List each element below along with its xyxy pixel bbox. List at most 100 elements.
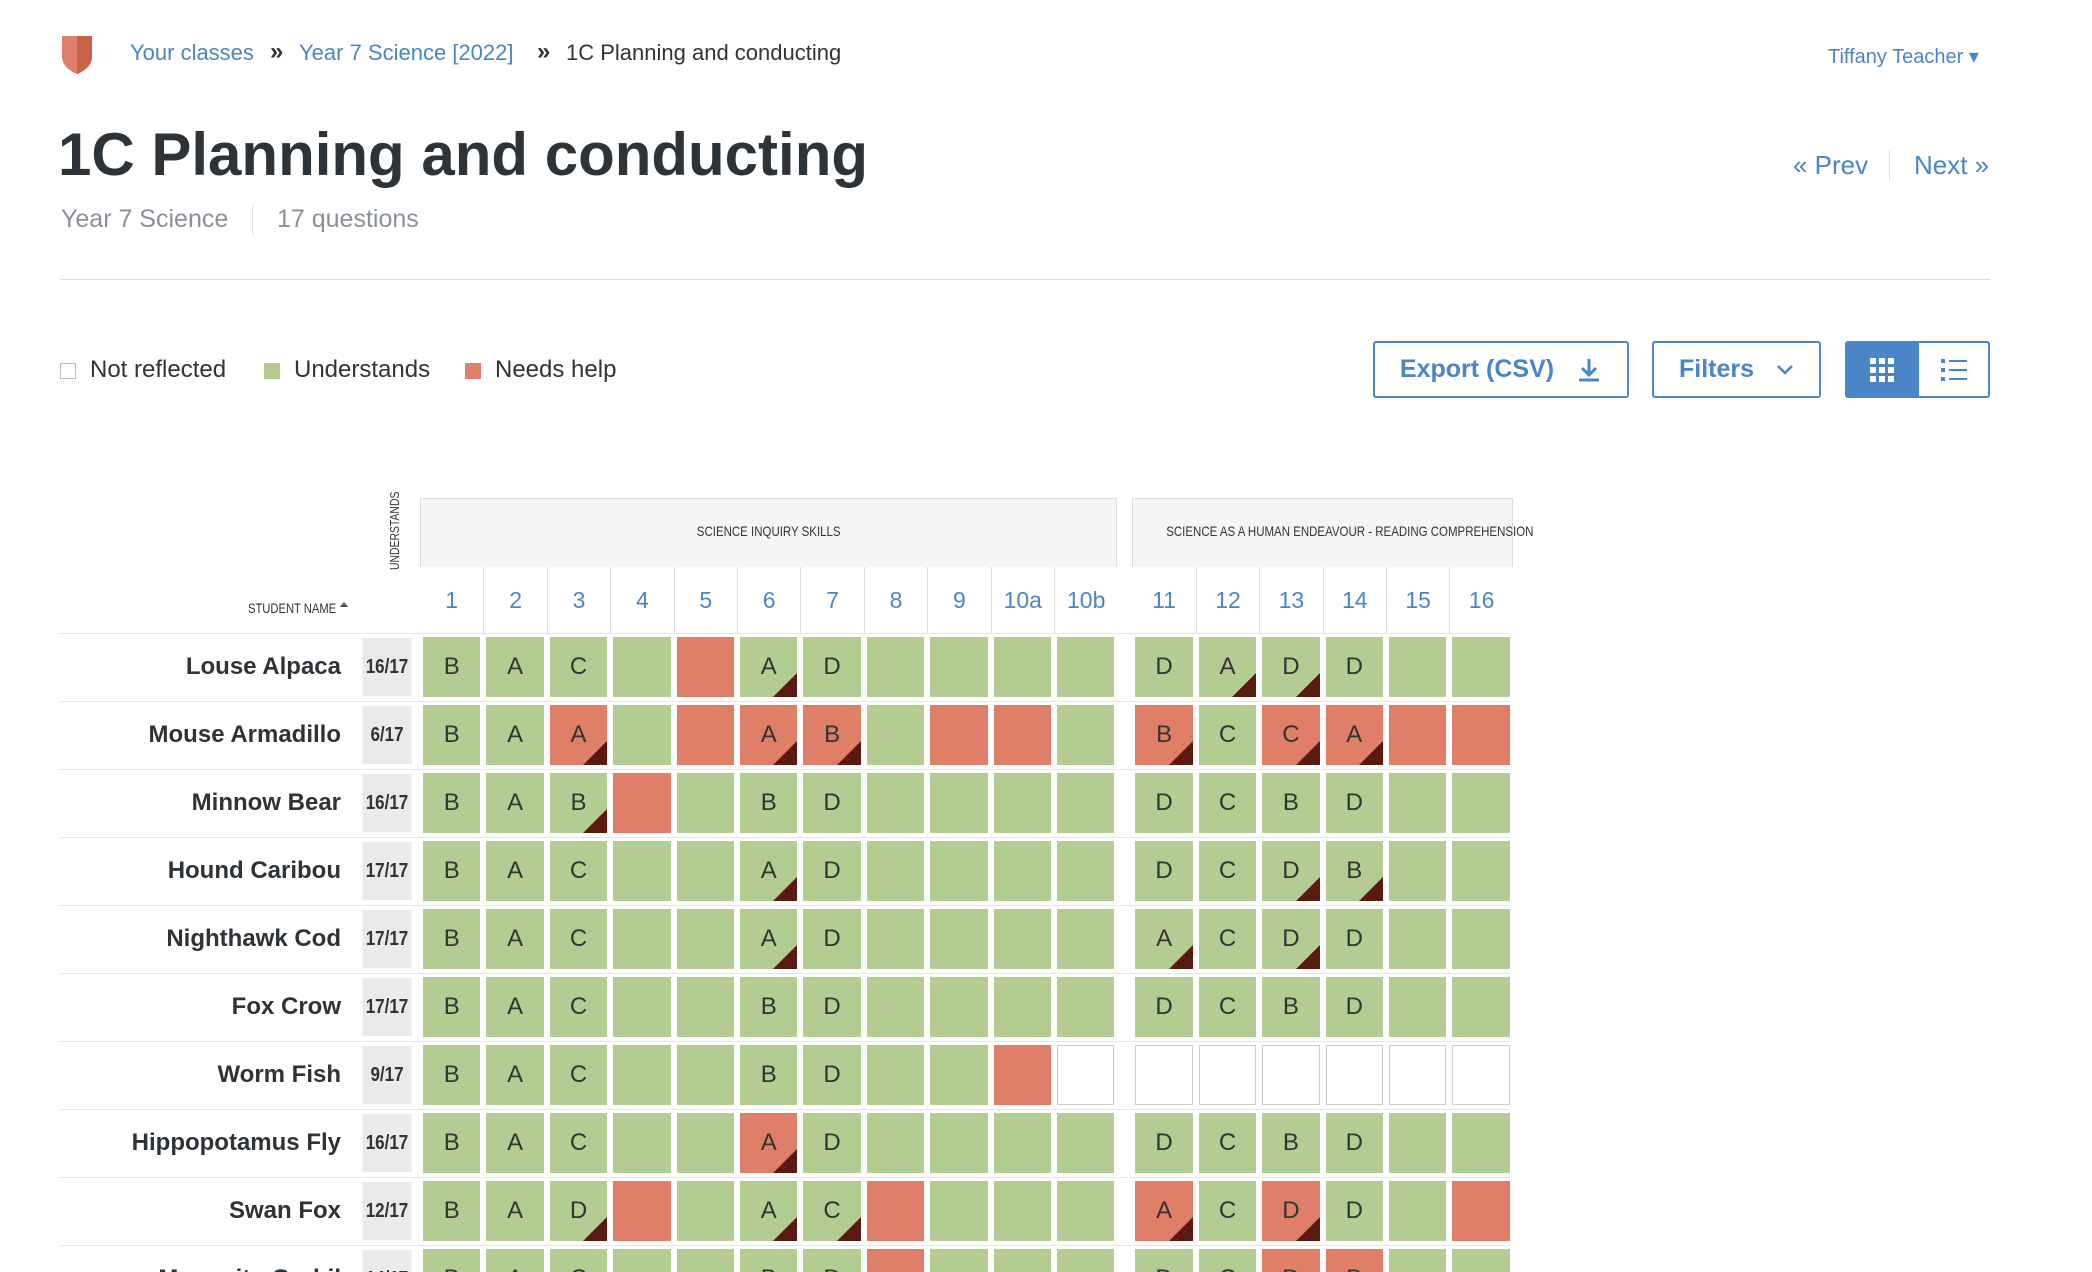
answer-cell[interactable]: C bbox=[549, 1113, 608, 1173]
answer-cell[interactable]: A bbox=[1135, 909, 1193, 969]
question-number[interactable]: 4 bbox=[610, 567, 674, 633]
answer-cell[interactable] bbox=[930, 705, 988, 765]
answer-cell[interactable] bbox=[1389, 977, 1447, 1037]
answer-cell[interactable]: D bbox=[803, 841, 861, 901]
question-number[interactable]: 10a bbox=[990, 567, 1054, 633]
answer-cell[interactable]: A bbox=[486, 909, 544, 969]
answer-cell[interactable]: C bbox=[1262, 705, 1320, 765]
answer-cell[interactable] bbox=[1389, 1249, 1447, 1272]
answer-cell[interactable] bbox=[613, 705, 671, 765]
answer-cell[interactable]: C bbox=[1198, 1249, 1257, 1272]
answer-cell[interactable]: A bbox=[740, 637, 798, 697]
answer-cell[interactable] bbox=[993, 841, 1051, 901]
answer-cell[interactable] bbox=[930, 909, 988, 969]
answer-cell[interactable]: B bbox=[423, 909, 481, 969]
answer-cell[interactable]: B bbox=[423, 1249, 481, 1272]
answer-cell[interactable]: D bbox=[1325, 1181, 1383, 1241]
answer-cell[interactable]: B bbox=[1262, 1113, 1320, 1173]
answer-cell[interactable] bbox=[993, 705, 1051, 765]
answer-cell[interactable]: C bbox=[1198, 841, 1257, 901]
answer-cell[interactable]: D bbox=[1325, 1113, 1383, 1173]
student-name[interactable]: Minnow Bear bbox=[191, 789, 341, 816]
answer-cell[interactable] bbox=[866, 637, 925, 697]
answer-cell[interactable]: B bbox=[1262, 977, 1320, 1037]
answer-cell[interactable] bbox=[1057, 1113, 1115, 1173]
answer-cell[interactable] bbox=[1057, 637, 1115, 697]
answer-cell[interactable]: C bbox=[1198, 1113, 1257, 1173]
answer-cell[interactable] bbox=[676, 1113, 734, 1173]
question-number[interactable]: 15 bbox=[1386, 567, 1450, 633]
student-name[interactable]: Nighthawk Cod bbox=[166, 925, 341, 952]
answer-cell[interactable] bbox=[613, 773, 671, 833]
answer-cell[interactable]: D bbox=[803, 1113, 861, 1173]
answer-cell[interactable] bbox=[613, 637, 671, 697]
answer-cell[interactable]: D bbox=[1325, 977, 1383, 1037]
answer-cell[interactable]: C bbox=[549, 637, 608, 697]
question-number[interactable]: 9 bbox=[927, 567, 991, 633]
answer-cell[interactable] bbox=[1452, 977, 1510, 1037]
answer-cell[interactable] bbox=[676, 977, 734, 1037]
answer-cell[interactable] bbox=[1057, 705, 1115, 765]
answer-cell[interactable]: D bbox=[803, 773, 861, 833]
answer-cell[interactable]: B bbox=[423, 1045, 481, 1105]
next-link[interactable]: Next » bbox=[1914, 150, 1990, 180]
answer-cell[interactable]: D bbox=[1262, 909, 1320, 969]
answer-cell[interactable] bbox=[930, 1045, 988, 1105]
answer-cell[interactable]: A bbox=[740, 1181, 798, 1241]
answer-cell[interactable] bbox=[1057, 773, 1115, 833]
student-name[interactable]: Fox Crow bbox=[231, 993, 341, 1020]
answer-cell[interactable] bbox=[676, 1045, 734, 1105]
filters-button[interactable]: Filters bbox=[1652, 341, 1821, 398]
answer-cell[interactable]: D bbox=[1325, 773, 1383, 833]
answer-cell[interactable] bbox=[1135, 1045, 1193, 1105]
answer-cell[interactable]: A bbox=[486, 1113, 544, 1173]
answer-cell[interactable] bbox=[866, 977, 925, 1037]
student-name[interactable]: Mosquito Gerbil bbox=[60, 1245, 341, 1272]
student-name[interactable]: Hound Caribou bbox=[167, 857, 341, 884]
answer-cell[interactable]: A bbox=[486, 977, 544, 1037]
answer-cell[interactable]: D bbox=[803, 909, 861, 969]
answer-cell[interactable] bbox=[930, 1181, 988, 1241]
question-number[interactable]: 13 bbox=[1259, 567, 1323, 633]
answer-cell[interactable] bbox=[866, 773, 925, 833]
student-name[interactable]: Louse Alpaca bbox=[185, 653, 341, 680]
answer-cell[interactable] bbox=[930, 977, 988, 1037]
answer-cell[interactable] bbox=[676, 637, 734, 697]
answer-cell[interactable]: C bbox=[549, 1249, 608, 1272]
answer-cell[interactable] bbox=[613, 1249, 671, 1272]
answer-cell[interactable] bbox=[613, 1181, 671, 1241]
answer-cell[interactable] bbox=[993, 637, 1051, 697]
answer-cell[interactable]: C bbox=[1198, 909, 1257, 969]
answer-cell[interactable] bbox=[1389, 637, 1447, 697]
answer-cell[interactable]: B bbox=[1262, 773, 1320, 833]
answer-cell[interactable]: B bbox=[740, 773, 798, 833]
answer-cell[interactable]: D bbox=[549, 1181, 608, 1241]
answer-cell[interactable] bbox=[930, 773, 988, 833]
answer-cell[interactable]: D bbox=[1135, 773, 1193, 833]
answer-cell[interactable] bbox=[1389, 1181, 1447, 1241]
breadcrumb[interactable]: Your classes bbox=[130, 40, 254, 65]
answer-cell[interactable]: A bbox=[486, 841, 544, 901]
grid-view-toggle[interactable] bbox=[1845, 341, 1919, 398]
answer-cell[interactable] bbox=[1389, 773, 1447, 833]
question-number[interactable]: 11 bbox=[1132, 567, 1196, 633]
answer-cell[interactable]: B bbox=[740, 1045, 798, 1105]
answer-cell[interactable] bbox=[993, 1045, 1051, 1105]
answer-cell[interactable]: C bbox=[803, 1181, 861, 1241]
answer-cell[interactable]: B bbox=[740, 1249, 798, 1272]
answer-cell[interactable]: A bbox=[486, 705, 544, 765]
column-header[interactable]: UNDERSTANDS bbox=[387, 491, 402, 570]
answer-cell[interactable]: D bbox=[1135, 637, 1193, 697]
answer-cell[interactable]: D bbox=[1325, 909, 1383, 969]
question-number[interactable]: 1 bbox=[420, 567, 484, 633]
user-menu[interactable]: Tiffany Teacher ▾ bbox=[1828, 46, 1979, 68]
answer-cell[interactable] bbox=[613, 1113, 671, 1173]
student-name[interactable]: Swan Fox bbox=[228, 1197, 341, 1224]
answer-cell[interactable] bbox=[1198, 1045, 1257, 1105]
answer-cell[interactable] bbox=[1057, 1045, 1115, 1105]
answer-cell[interactable] bbox=[1452, 637, 1510, 697]
answer-cell[interactable]: C bbox=[549, 841, 608, 901]
answer-cell[interactable]: A bbox=[740, 909, 798, 969]
question-number[interactable]: 10b bbox=[1054, 567, 1118, 633]
answer-cell[interactable] bbox=[676, 1249, 734, 1272]
